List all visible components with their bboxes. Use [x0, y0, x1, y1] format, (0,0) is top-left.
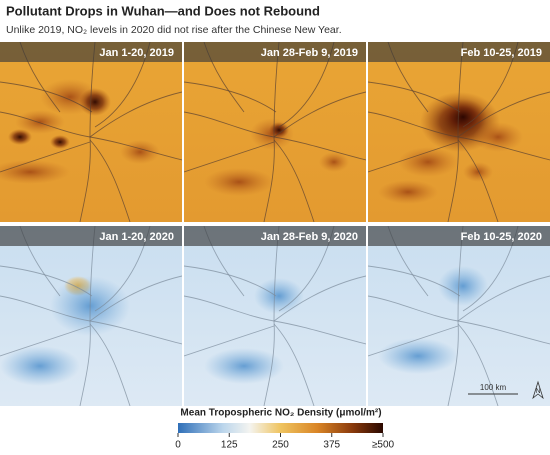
map-content	[184, 42, 366, 222]
road	[457, 323, 499, 406]
pollution-area	[254, 278, 304, 314]
panel-header	[184, 226, 366, 246]
panel-label: Jan 1-20, 2019	[99, 47, 174, 59]
pollution-area	[378, 338, 458, 374]
colorbar-title: Mean Tropospheric NO₂ Density (μmol/m²)	[180, 408, 381, 419]
colorbar-tick-label: 375	[323, 440, 340, 451]
scale-bar-label: 100 km	[480, 383, 507, 392]
road	[368, 141, 459, 173]
road	[368, 81, 461, 113]
map-panel: Jan 28-Feb 9, 2020	[184, 226, 366, 406]
colorbar-tick-label: 125	[221, 440, 238, 451]
colorbar-tick-label: 0	[175, 440, 181, 451]
title: Pollutant Drops in Wuhan—and Does not Re…	[6, 3, 320, 18]
panel-header	[368, 42, 550, 62]
map-panel: Jan 28-Feb 9, 2019	[184, 42, 366, 222]
panel-label: Feb 10-25, 2019	[461, 47, 542, 59]
road	[273, 139, 315, 222]
panel-header	[184, 42, 366, 62]
map-annotations: 100 km N	[468, 380, 544, 400]
pollution-area	[0, 346, 80, 386]
map-panel: Feb 10-25, 2019	[368, 42, 550, 222]
road	[89, 91, 182, 138]
colorbar	[178, 423, 383, 433]
panel-header	[0, 42, 182, 62]
pollution-area	[398, 147, 458, 177]
map-panel: Jan 1-20, 2020	[0, 226, 182, 406]
colorbar-tick-label: ≥500	[372, 440, 395, 451]
road	[184, 265, 277, 297]
pollution-area	[120, 140, 160, 164]
road	[0, 141, 91, 173]
pollution-area	[438, 266, 488, 306]
road	[89, 275, 182, 322]
road	[273, 323, 315, 406]
north-arrow	[532, 380, 544, 400]
road	[184, 81, 277, 113]
pollution-area	[269, 122, 289, 138]
map-content	[184, 226, 366, 406]
map-background	[184, 226, 366, 406]
pollution-area	[50, 135, 70, 149]
road	[0, 325, 91, 357]
road	[0, 81, 93, 113]
pollution-area	[8, 129, 32, 145]
map-content	[368, 226, 550, 406]
road	[184, 141, 275, 173]
colorbar-tick-label: 250	[272, 440, 289, 451]
pollution-area	[79, 88, 111, 116]
map-background	[368, 226, 550, 406]
pollution-area	[439, 99, 487, 135]
road	[368, 265, 461, 297]
pollution-area	[319, 152, 349, 172]
pollution-area	[378, 180, 438, 204]
panel-header	[368, 226, 550, 246]
panel-label: Jan 28-Feb 9, 2019	[261, 47, 358, 59]
road	[457, 91, 550, 138]
pollution-area	[15, 110, 65, 134]
north-label: N	[535, 388, 540, 395]
road	[273, 275, 366, 322]
road	[457, 275, 550, 322]
panel-label: Jan 1-20, 2020	[99, 231, 174, 243]
pollution-area	[463, 162, 493, 182]
map-panel: Jan 1-20, 2019	[0, 42, 182, 222]
road	[184, 325, 275, 357]
map-content	[0, 226, 182, 406]
road	[89, 139, 131, 222]
road	[368, 325, 459, 357]
map-content	[0, 42, 182, 222]
panel-label: Jan 28-Feb 9, 2020	[261, 231, 358, 243]
panel-header	[0, 226, 182, 246]
road	[273, 91, 366, 138]
subtitle: Unlike 2019, NO₂ levels in 2020 did not …	[6, 24, 342, 36]
road	[0, 265, 93, 297]
pollution-area	[204, 168, 274, 196]
panel-label: Feb 10-25, 2020	[461, 231, 542, 243]
road	[89, 323, 131, 406]
road	[457, 139, 499, 222]
pollution-area	[473, 122, 523, 152]
pollution-area	[204, 348, 284, 384]
map-panel: Feb 10-25, 2020	[368, 226, 550, 406]
map-content	[368, 42, 550, 222]
